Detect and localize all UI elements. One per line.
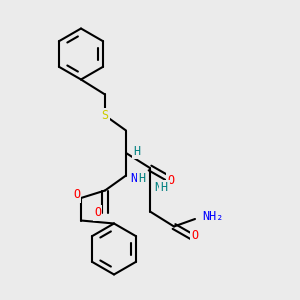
Text: O: O — [94, 206, 101, 220]
Text: NH₂: NH₂ — [202, 209, 224, 223]
Text: O: O — [167, 173, 175, 187]
Text: S: S — [101, 109, 109, 122]
Text: H: H — [134, 145, 141, 158]
Text: O: O — [73, 188, 80, 202]
Text: H: H — [138, 172, 145, 185]
Text: NH: NH — [130, 172, 145, 185]
Text: NH: NH — [154, 181, 169, 194]
Text: O: O — [191, 229, 199, 242]
Text: H: H — [160, 181, 168, 194]
